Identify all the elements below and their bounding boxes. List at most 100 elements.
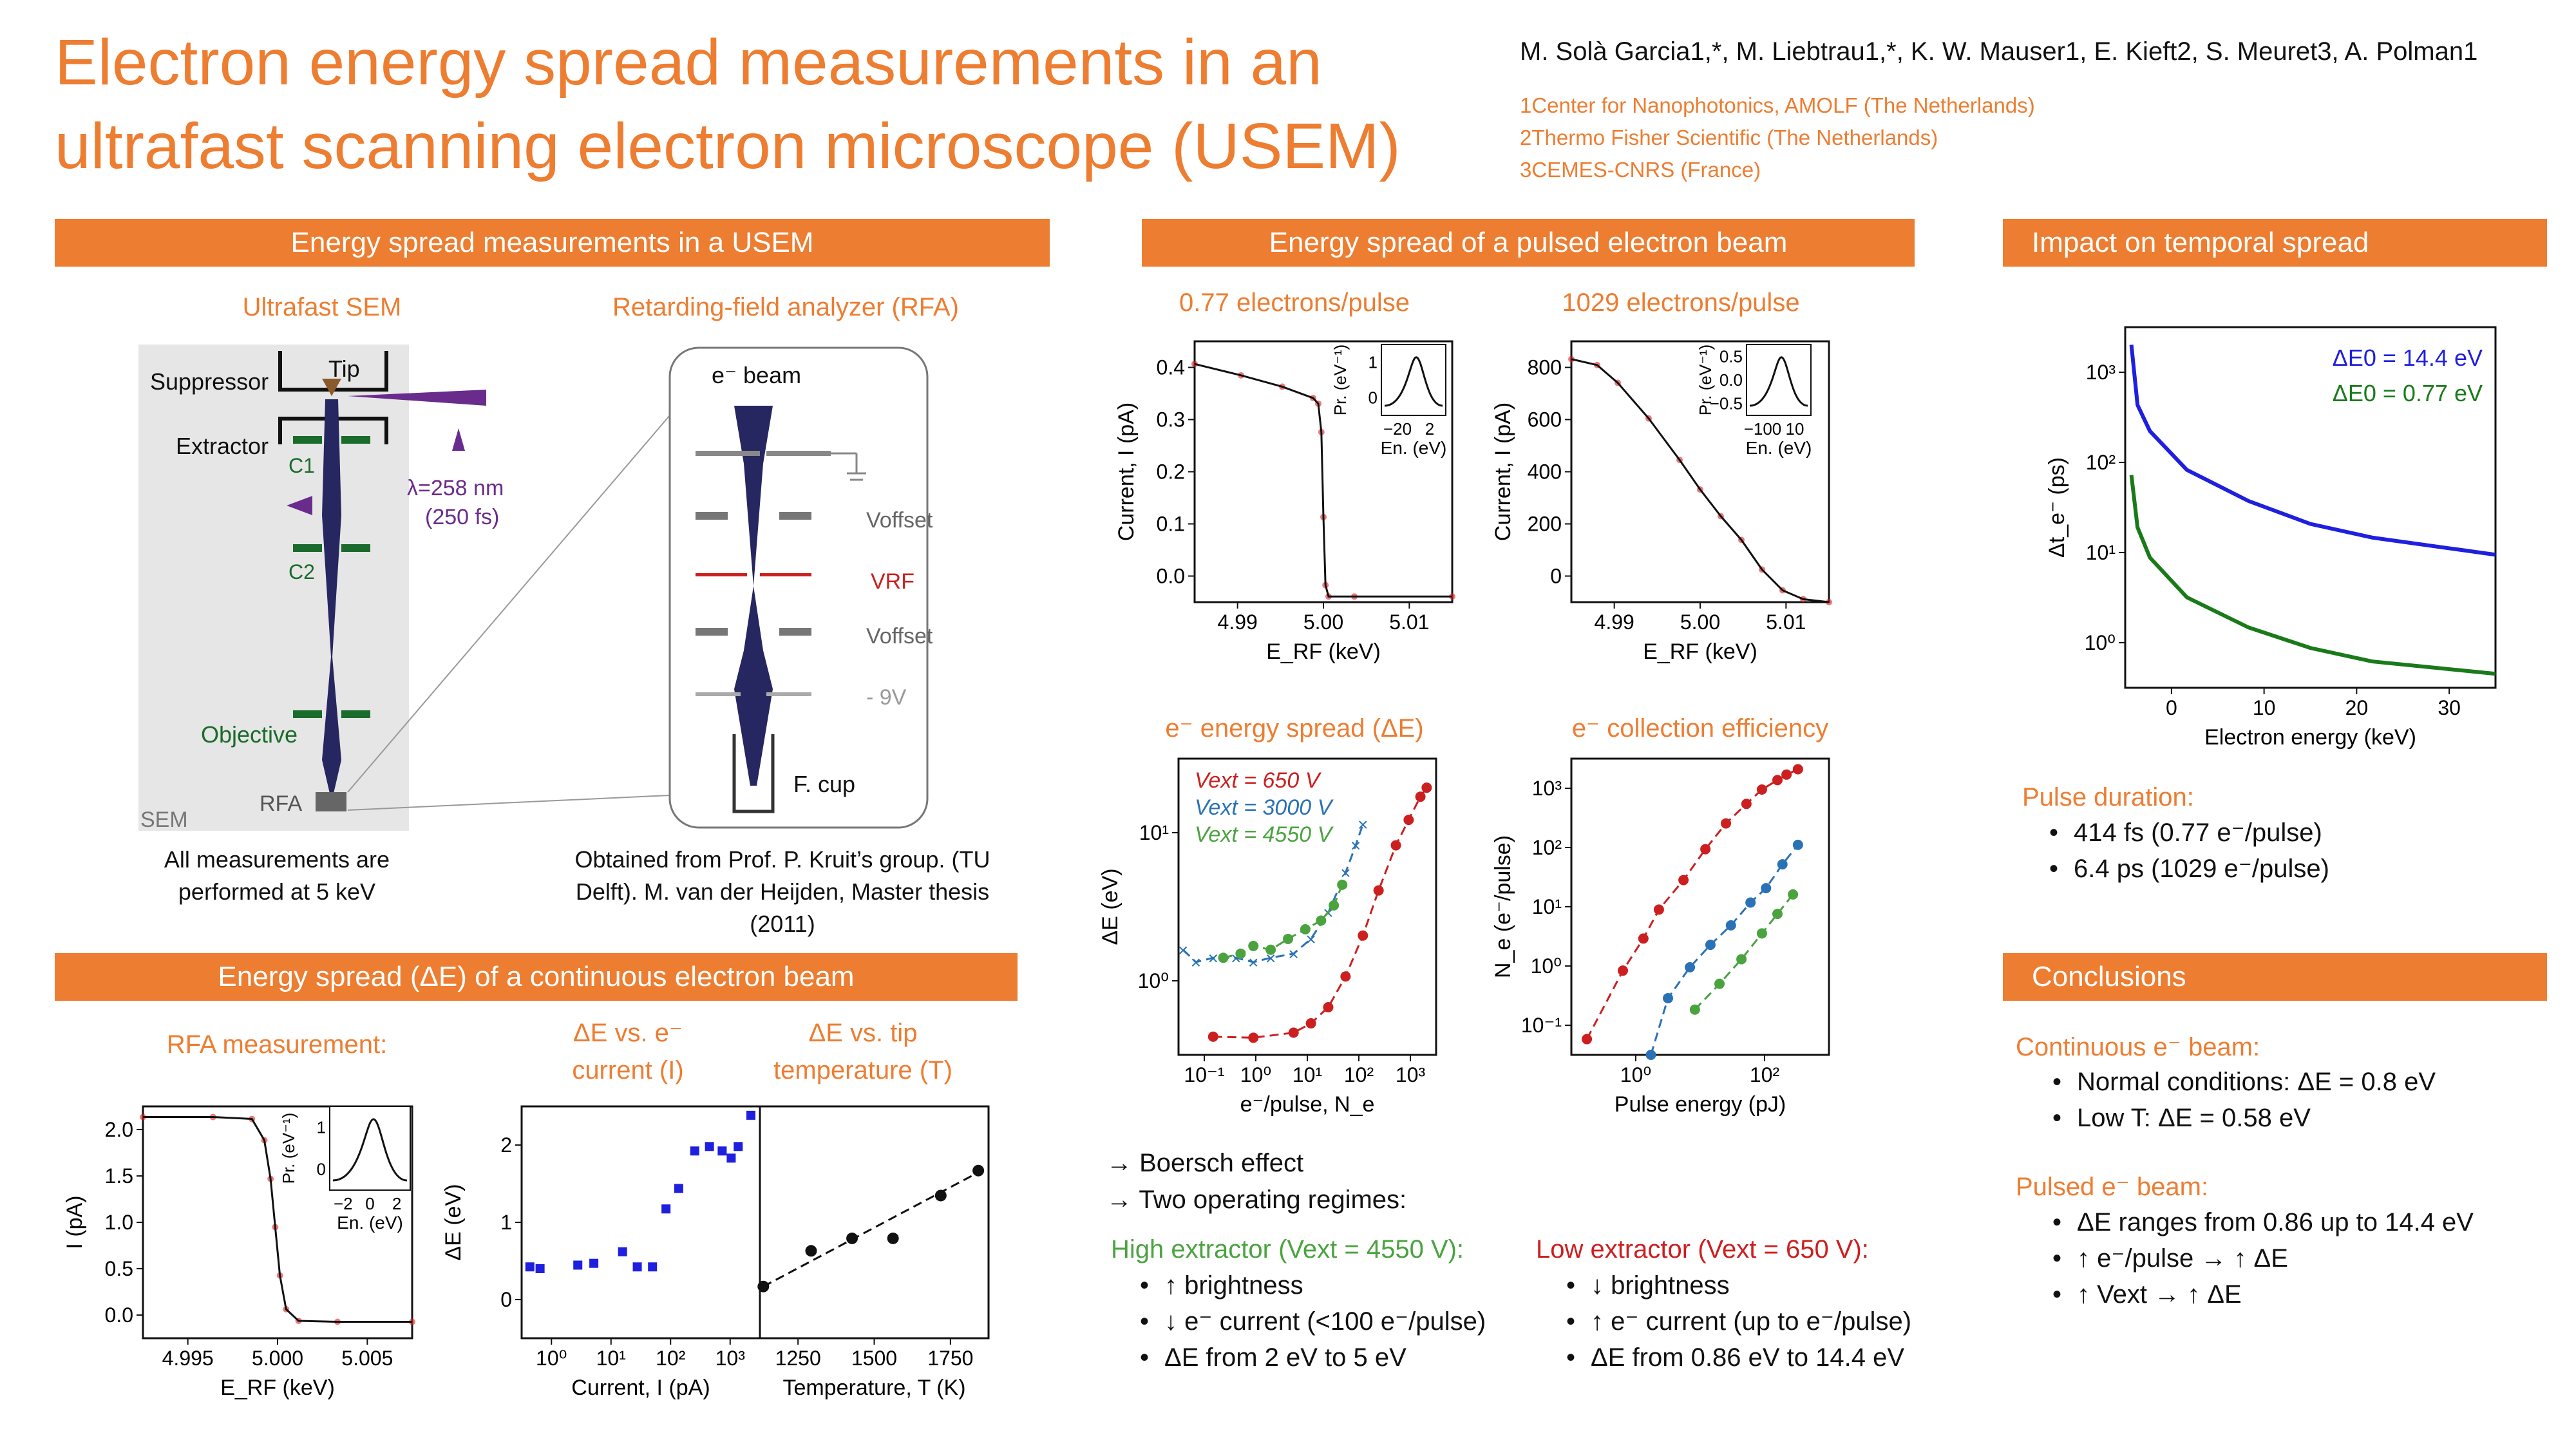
inset-y-axis-label: Pr. (eV⁻¹) xyxy=(1696,345,1715,416)
series-trend-line xyxy=(1650,844,1799,1056)
x-tick-label: 5.00 xyxy=(1303,611,1343,634)
label-ebeam: e⁻ beam xyxy=(712,362,802,388)
laser-pulse-icon xyxy=(452,428,465,451)
faraday-cup-shape xyxy=(732,734,775,813)
x-tick-label: 20 xyxy=(2345,696,2369,719)
inset-x-tick-label: −100 xyxy=(1744,419,1782,439)
y-tick-label: 0.0 xyxy=(105,1303,133,1327)
label-laser-wavelength: λ=258 nm xyxy=(407,476,504,500)
y-tick-label: 10¹ xyxy=(2086,541,2116,564)
list-item: ↑ e⁻/pulse → ↑ ΔE xyxy=(2052,1240,2474,1276)
y-tick-label: 2.0 xyxy=(105,1118,133,1141)
rfa_continuous-fit-line xyxy=(143,1116,412,1323)
poster-title: Electron energy spread measurements in a… xyxy=(55,21,1472,188)
y-tick-label: 0 xyxy=(500,1288,512,1311)
data-point xyxy=(734,1142,743,1151)
y-tick-label: 10³ xyxy=(2086,361,2116,384)
data-point xyxy=(674,1184,683,1193)
data-point xyxy=(632,1262,642,1272)
data-point xyxy=(934,1189,947,1202)
legend-entry: ΔE0 = 14.4 eV xyxy=(2333,345,2483,371)
de-vs-temperature-title: ΔE vs. tip temperature (T) xyxy=(773,1019,952,1084)
laser-pulse-small-icon xyxy=(287,496,312,515)
electron-beam-shape xyxy=(322,399,341,802)
x-tick-label: 30 xyxy=(2438,696,2461,719)
collection-y-axis-label: N_e (e⁻/pulse) xyxy=(1491,835,1515,978)
label-c1: C1 xyxy=(289,454,315,477)
list-item: ΔE ranges from 0.86 up to 14.4 eV xyxy=(2052,1204,2474,1240)
list-item: Normal conditions: ΔE = 0.8 eV xyxy=(2052,1064,2436,1100)
x-tick-label: 10³ xyxy=(715,1347,746,1370)
data-point xyxy=(717,1146,727,1156)
list-item: ↑ e⁻ current (up to e⁻/pulse) xyxy=(1566,1303,1911,1340)
data-point xyxy=(648,1262,658,1272)
collection-x-axis-label: Pulse energy (pJ) xyxy=(1615,1092,1786,1117)
y-tick-label: 0 xyxy=(1550,565,1562,588)
legend-entry: ΔE0 = 0.77 eV xyxy=(2333,380,2483,406)
list-item: ↑ Vext → ↑ ΔE xyxy=(2052,1276,2474,1312)
data-point xyxy=(589,1258,599,1268)
data-point xyxy=(1772,775,1783,786)
legend-entry: Vext = 4550 V xyxy=(1195,822,1334,847)
list-item: 414 fs (0.77 e⁻/pulse) xyxy=(2049,815,2329,851)
inset-y-tick-label: 1 xyxy=(317,1118,326,1137)
data-point: × xyxy=(1358,815,1368,835)
x-tick-label: 1500 xyxy=(851,1347,897,1370)
legend-entry: Vext = 650 V xyxy=(1195,768,1322,793)
section-continuous: Energy spread (ΔE) of a continuous elect… xyxy=(55,953,1018,1001)
rfa-beam-shape xyxy=(734,406,773,786)
list-item: ΔE from 2 eV to 5 eV xyxy=(1140,1340,1486,1376)
inset-x-axis-label: En. (eV) xyxy=(1381,438,1447,458)
rfa_continuous-inset-curve xyxy=(332,1118,408,1182)
de_vs_current-x-axis-label: Current, I (pA) xyxy=(571,1376,710,1400)
y-tick-label: 2 xyxy=(500,1133,512,1157)
boersch-text: → Boersch effect xyxy=(1106,1149,1304,1177)
data-point xyxy=(705,1142,714,1151)
pulsed_high-fit-line xyxy=(1571,358,1830,603)
series-line xyxy=(2129,345,2496,557)
pulse-duration-title: Pulse duration: xyxy=(2022,783,2194,811)
y-tick-label: 1 xyxy=(500,1211,512,1234)
inset-x-tick-label: 2 xyxy=(1425,419,1434,439)
label-laser-duration: (250 fs) xyxy=(425,505,500,529)
section-temporal: Impact on temporal spread xyxy=(2003,219,2547,267)
x-tick-label: 5.01 xyxy=(1766,611,1806,634)
affiliation-1: 1Center for Nanophotonics, AMOLF (The Ne… xyxy=(1520,93,2035,117)
data-point xyxy=(805,1245,817,1257)
trend-line xyxy=(762,1170,983,1288)
collection-axes-frame xyxy=(1570,757,1830,1056)
x-tick-label: 10¹ xyxy=(1293,1063,1322,1086)
data-point xyxy=(1337,879,1348,890)
pulsed_low-y-axis-label: Current, I (pA) xyxy=(1114,402,1139,541)
x-tick-label: 0 xyxy=(2166,696,2177,719)
pulse-duration-list: 414 fs (0.77 e⁻/pulse) 6.4 ps (1029 e⁻/p… xyxy=(2048,815,2329,887)
x-tick-label: 10⁰ xyxy=(536,1347,567,1370)
y-tick-label: 600 xyxy=(1528,408,1562,431)
data-point xyxy=(1373,885,1384,896)
rfa-measurement-title: RFA measurement: xyxy=(166,1030,388,1059)
data-point xyxy=(1316,915,1327,926)
inset-y-axis-label: Pr. (eV⁻¹) xyxy=(1331,345,1350,416)
y-tick-label: 400 xyxy=(1528,460,1562,484)
x-tick-label: 5.005 xyxy=(341,1347,393,1370)
series-trend-line xyxy=(1586,768,1799,1040)
pulsed_high-inset-curve xyxy=(1749,356,1808,407)
pulsed-low-title: 0.77 electrons/pulse xyxy=(1179,289,1410,317)
inset-x-tick-label: 10 xyxy=(1786,419,1804,439)
temporal_spread-y-axis-label: Δt_e⁻ (ps) xyxy=(2045,457,2069,558)
x-tick-label: 10⁰ xyxy=(1620,1063,1651,1086)
pulsed_high-x-axis-label: E_RF (keV) xyxy=(1643,639,1757,664)
high-extractor-title: High extractor (Vext = 4550 V): xyxy=(1111,1235,1464,1264)
y-tick-label: 10¹ xyxy=(1139,821,1169,844)
list-item: 6.4 ps (1029 e⁻/pulse) xyxy=(2049,851,2329,887)
data-point xyxy=(573,1260,583,1270)
x-tick-label: 5.01 xyxy=(1389,611,1429,634)
pulsed_low-fit-line xyxy=(1194,363,1452,598)
data-point xyxy=(1248,1032,1259,1043)
x-tick-label: 1750 xyxy=(927,1347,973,1370)
inset-x-tick-label: −20 xyxy=(1383,419,1412,439)
label-sem: SEM xyxy=(140,808,188,832)
affiliation-2: 2Thermo Fisher Scientific (The Netherlan… xyxy=(1520,126,1938,149)
